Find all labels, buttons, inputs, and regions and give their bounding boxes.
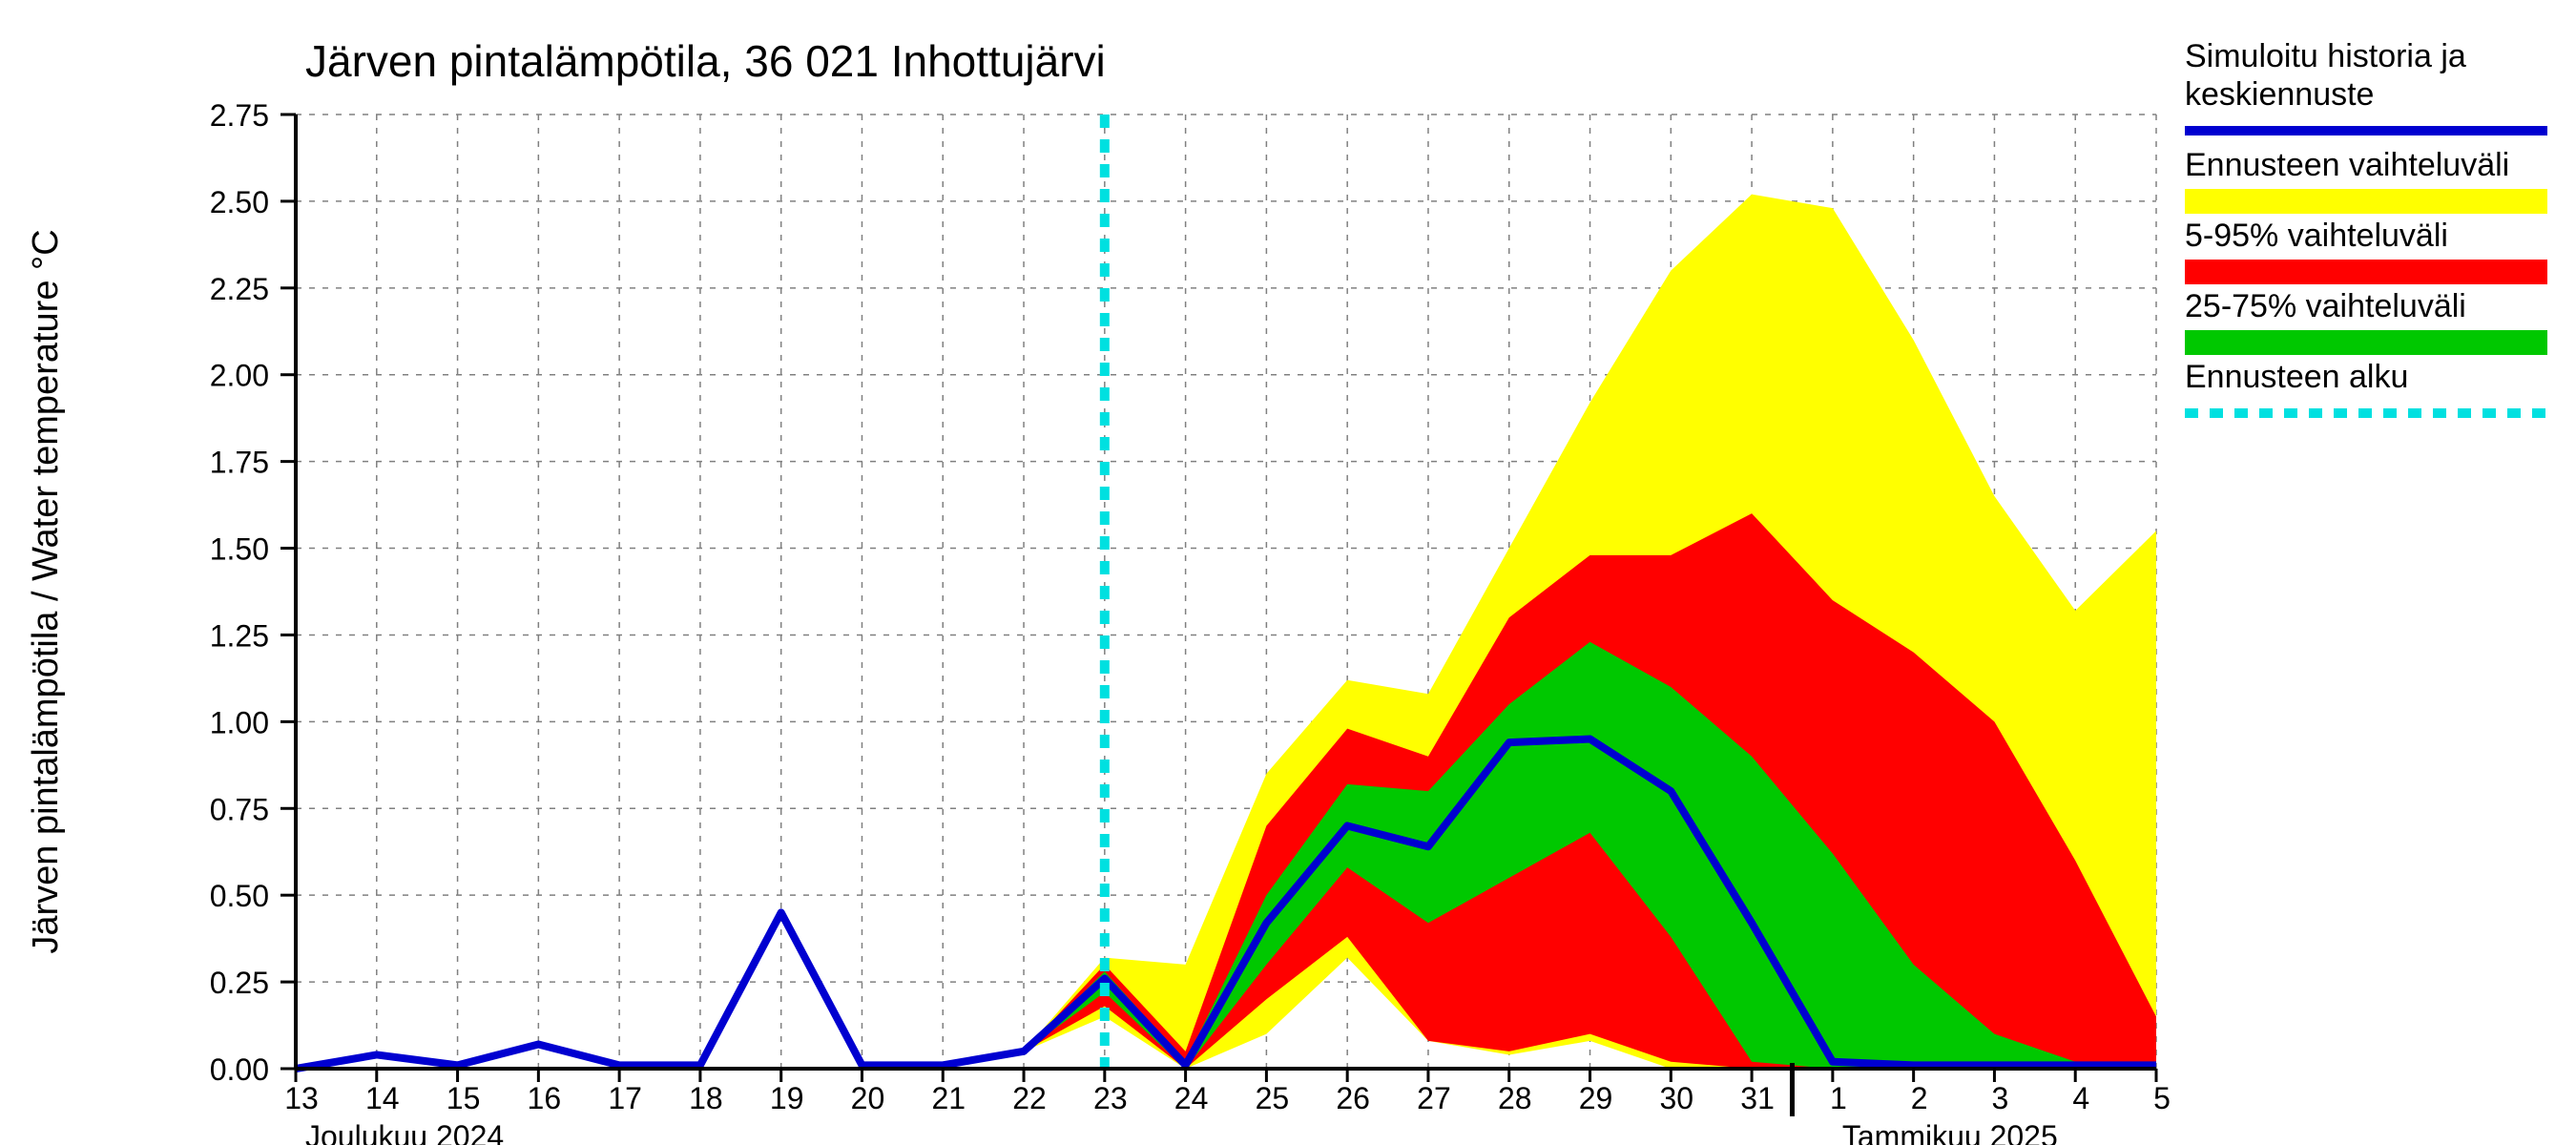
x-tick-label: 25 <box>1256 1081 1290 1115</box>
legend-swatch <box>2185 330 2547 355</box>
x-tick-label: 19 <box>770 1081 804 1115</box>
y-tick-label: 2.50 <box>210 185 269 219</box>
y-tick-label: 0.75 <box>210 792 269 826</box>
x-tick-label: 16 <box>528 1081 562 1115</box>
x-tick-label: 30 <box>1660 1081 1694 1115</box>
y-tick-label: 2.25 <box>210 272 269 306</box>
x-tick-label: 21 <box>931 1081 966 1115</box>
x-tick-label: 20 <box>851 1081 885 1115</box>
y-tick-label: 0.50 <box>210 879 269 913</box>
y-tick-label: 1.25 <box>210 618 269 653</box>
x-tick-label: 18 <box>689 1081 723 1115</box>
y-tick-label: 0.00 <box>210 1052 269 1087</box>
x-tick-label: 28 <box>1498 1081 1532 1115</box>
x-tick-label: 4 <box>2072 1081 2089 1115</box>
water-temperature-chart: 0.00 0.25 0.50 0.75 1.00 1.25 1.50 1.75 2.00 2.25… <box>0 0 2576 1145</box>
legend-label: Simuloitu historia ja <box>2185 38 2466 74</box>
y-tick-label: 1.50 <box>210 532 269 567</box>
chart-title: Järven pintalämpötila, 36 021 Inhottujär… <box>305 36 1106 86</box>
legend-label: Ennusteen vaihteluväli <box>2185 147 2509 183</box>
y-tick-label: 2.00 <box>210 359 269 393</box>
x-tick-label: 15 <box>447 1081 481 1115</box>
x-tick-label: 3 <box>1992 1081 2009 1115</box>
legend-label: 25-75% vaihteluväli <box>2185 288 2466 324</box>
x-tick-label: 27 <box>1417 1081 1451 1115</box>
x-tick-label: 22 <box>1012 1081 1047 1115</box>
month-label-1: Joulukuu 2024 <box>305 1119 504 1145</box>
y-tick-label: 0.25 <box>210 966 269 1000</box>
x-tick-label: 1 <box>1830 1081 1847 1115</box>
x-tick-label: 13 <box>284 1081 319 1115</box>
legend-label: keskiennuste <box>2185 76 2374 113</box>
x-tick-label: 5 <box>2153 1081 2171 1115</box>
y-axis-label: Järven pintalämpötila / Water temperatur… <box>26 229 66 953</box>
x-tick-label: 24 <box>1174 1081 1209 1115</box>
x-tick-label: 2 <box>1911 1081 1928 1115</box>
y-tick-label: 2.75 <box>210 98 269 133</box>
x-tick-label: 31 <box>1740 1081 1775 1115</box>
legend-label: Ennusteen alku <box>2185 359 2408 395</box>
y-tick-label: 1.75 <box>210 446 269 480</box>
legend-label: 5-95% vaihteluväli <box>2185 218 2448 254</box>
x-tick-label: 14 <box>365 1081 400 1115</box>
legend-swatch <box>2185 260 2547 284</box>
x-tick-label: 23 <box>1093 1081 1128 1115</box>
y-tick-label: 1.00 <box>210 705 269 739</box>
x-tick-label: 26 <box>1336 1081 1370 1115</box>
x-tick-label: 17 <box>608 1081 642 1115</box>
legend-swatch <box>2185 189 2547 214</box>
x-tick-label: 29 <box>1579 1081 1613 1115</box>
chart-svg: 0.00 0.25 0.50 0.75 1.00 1.25 1.50 1.75 2.00 2.25… <box>0 0 2576 1145</box>
month-label-1: Tammikuu 2025 <box>1842 1119 2058 1145</box>
